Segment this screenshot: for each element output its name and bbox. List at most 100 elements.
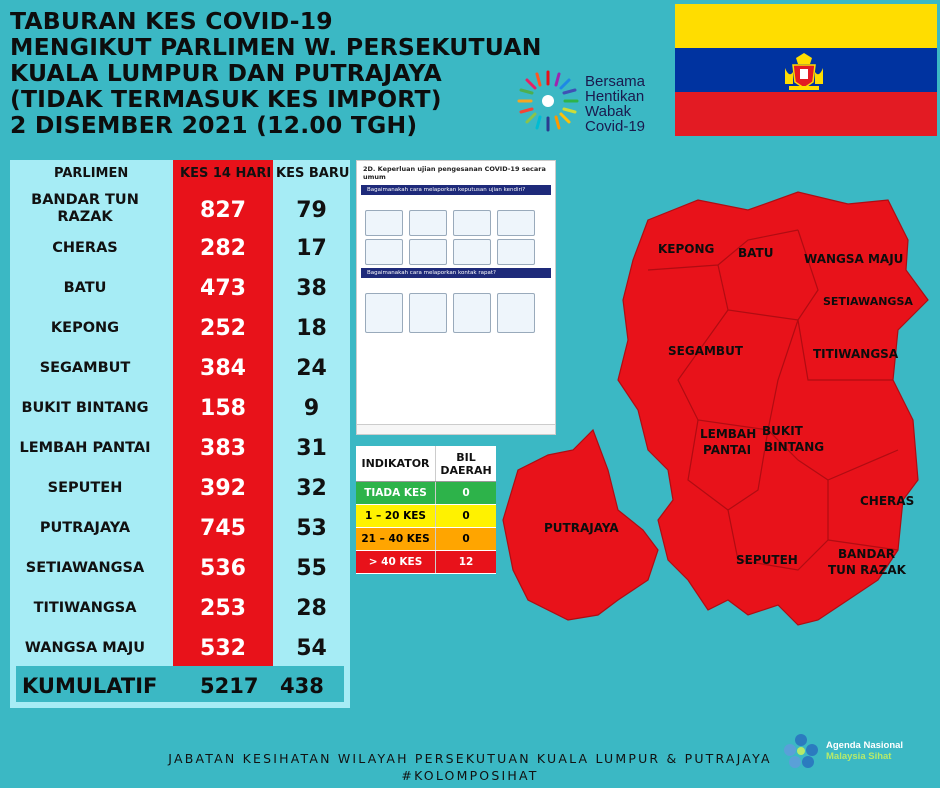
row-kes14: 536 [200, 556, 246, 581]
coat-of-arms-icon [785, 53, 823, 90]
row-name: SETIAWANGSA [25, 560, 145, 576]
total-kes14: 5217 [200, 674, 259, 698]
table-total-row: KUMULATIF 5217 438 [10, 666, 350, 708]
row-kes14: 473 [200, 276, 246, 301]
legend-header-indikator: INDIKATOR [356, 446, 436, 481]
map-label-bukit: BUKIT [762, 424, 804, 438]
table-row: PUTRAJAYA 745 53 [10, 510, 350, 550]
legend-label: > 40 KES [356, 551, 436, 573]
doc-title: 2D. Keperluan ujian pengesanan COVID-19 … [363, 165, 546, 181]
map-region-kl [617, 191, 929, 626]
doc-section-2: Bagaimanakah cara melaporkan kontak rapa… [361, 268, 551, 278]
row-kes14: 532 [200, 636, 246, 661]
row-name: CHERAS [52, 240, 118, 256]
title-line-3: KUALA LUMPUR DAN PUTRAJAYA [10, 59, 442, 87]
row-name: KEPONG [50, 320, 120, 336]
legend-label: 21 – 40 KES [356, 528, 436, 550]
sunburst-logo-icon [517, 70, 579, 132]
row-kes14: 383 [200, 436, 246, 461]
map-label-batu: BATU [738, 246, 773, 260]
row-kes14: 384 [200, 356, 246, 381]
map-label-kepong: KEPONG [658, 242, 714, 256]
phone-screen-icon [365, 239, 403, 265]
row-kes14: 745 [200, 516, 246, 541]
legend-count: 12 [458, 556, 474, 568]
row-kesbaru: 18 [296, 316, 327, 341]
map-border [797, 319, 893, 381]
map-label-titiwangsa: TITIWANGSA [813, 347, 899, 361]
campaign-line-4: Covid-19 [585, 118, 646, 135]
title-line-4: (TIDAK TERMASUK KES IMPORT) [10, 85, 442, 113]
row-kesbaru: 79 [296, 198, 327, 223]
header-kes14: KES 14 HARI [180, 166, 272, 181]
legend-count: 0 [462, 533, 470, 545]
total-label: KUMULATIF [22, 674, 158, 698]
header-parlimen: PARLIMEN [54, 166, 129, 181]
doc-illustrations-3 [365, 293, 547, 333]
phone-screen-icon [497, 210, 535, 236]
row-kesbaru: 9 [303, 396, 320, 421]
map-label-putrajaya: PUTRAJAYA [544, 521, 619, 535]
kl-flag [675, 4, 937, 136]
footer-department: JABATAN KESIHATAN WILAYAH PERSEKUTUAN KU… [168, 751, 772, 766]
doc-illustrations-1 [365, 210, 547, 236]
legend-count: 0 [462, 487, 470, 499]
table-row: SETIAWANGSA 536 55 [10, 550, 350, 590]
table-row: SEPUTEH 392 32 [10, 470, 350, 510]
legend-row: 21 – 40 KES 0 [356, 528, 496, 551]
title-line-5: 2 DISEMBER 2021 (12.00 TGH) [10, 111, 418, 139]
legend-row: > 40 KES 12 [356, 551, 496, 574]
phone-screen-icon [365, 293, 403, 333]
footer: JABATAN KESIHATAN WILAYAH PERSEKUTUAN KU… [0, 750, 940, 784]
row-kesbaru: 24 [296, 356, 327, 381]
flag-stripe-yellow [675, 4, 937, 48]
map-label-pantai: PANTAI [703, 443, 751, 457]
flower-logo-icon [784, 734, 818, 768]
row-name: BATU [63, 280, 107, 296]
legend-label: 1 – 20 KES [356, 505, 436, 527]
map-border [727, 449, 899, 571]
phone-screen-icon [453, 210, 491, 236]
map-label-cheras: CHERAS [860, 494, 914, 508]
map-label-tun-razak: TUN RAZAK [828, 563, 907, 577]
row-kes14: 252 [200, 316, 246, 341]
map-label-seputeh: SEPUTEH [736, 553, 798, 567]
row-kesbaru: 53 [296, 516, 327, 541]
table-row: WANGSA MAJU 532 54 [10, 630, 350, 670]
row-kes14: 253 [200, 596, 246, 621]
footer-hashtag: #KOLOMPOSIHAT [401, 768, 539, 783]
row-name: LEMBAH PANTAI [19, 440, 151, 456]
legend-row: TIADA KES 0 [356, 482, 496, 505]
doc-footer [357, 424, 555, 434]
row-kesbaru: 54 [296, 636, 327, 661]
row-kes14: 827 [200, 198, 246, 223]
table-row: BATU 473 38 [10, 270, 350, 310]
row-name: BUKIT BINTANG [21, 400, 149, 416]
row-kesbaru: 31 [296, 436, 327, 461]
title-line-2: MENGIKUT PARLIMEN W. PERSEKUTUAN [10, 33, 542, 61]
row-name: WANGSA MAJU [24, 640, 146, 656]
agenda-line-1: Agenda Nasional [826, 740, 904, 751]
legend-header-bil: BIL DAERAH [440, 450, 492, 477]
map-border [647, 229, 799, 271]
row-name: SEPUTEH [47, 480, 123, 496]
row-kesbaru: 32 [296, 476, 327, 501]
phone-screen-icon [497, 293, 535, 333]
row-kesbaru: 17 [296, 236, 327, 261]
total-kesbaru: 438 [280, 674, 324, 698]
indicator-legend: INDIKATOR BIL DAERAH TIADA KES 0 1 – 20 … [356, 446, 496, 574]
map-label-segambut: SEGAMBUT [668, 344, 744, 358]
guideline-document: 2D. Keperluan ujian pengesanan COVID-19 … [356, 160, 556, 435]
row-name: BANDAR TUN RAZAK [31, 192, 139, 225]
map-label-lembah: LEMBAH [700, 427, 756, 441]
row-kes14: 158 [200, 396, 246, 421]
campaign-line-1: Bersama [585, 73, 646, 90]
table-row: BUKIT BINTANG 158 9 [10, 390, 350, 430]
row-name: PUTRAJAYA [39, 520, 131, 536]
map-region-putrajaya [502, 428, 659, 621]
doc-section-1: Bagaimanakah cara melaporkan keputusan u… [361, 185, 551, 195]
legend-row: 1 – 20 KES 0 [356, 505, 496, 528]
row-kes14: 282 [200, 236, 246, 261]
map-border [827, 539, 899, 551]
district-map: KEPONG BATU WANGSA MAJU SETIAWANGSA SEGA… [502, 191, 929, 626]
